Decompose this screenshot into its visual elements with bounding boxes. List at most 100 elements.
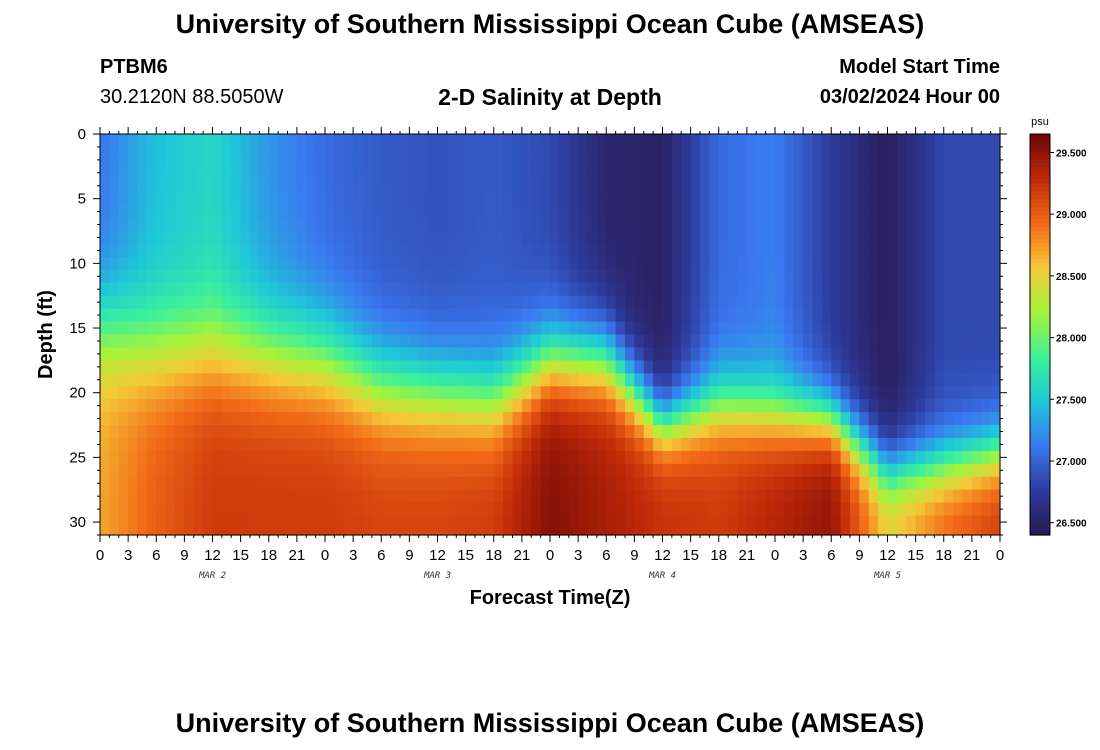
heatmap-cell bbox=[606, 140, 617, 155]
heatmap-cell bbox=[887, 412, 898, 426]
heatmap-cell bbox=[240, 256, 251, 271]
heatmap-cell bbox=[465, 425, 476, 439]
heatmap-cell bbox=[503, 373, 514, 387]
heatmap-cell bbox=[446, 308, 457, 323]
heatmap-cell bbox=[803, 243, 814, 258]
heatmap-cell bbox=[925, 386, 935, 400]
heatmap-cell bbox=[578, 166, 589, 180]
heatmap-cell bbox=[718, 243, 729, 258]
heatmap-cell bbox=[278, 218, 289, 232]
heatmap-cell bbox=[325, 218, 335, 232]
heatmap-cell bbox=[550, 166, 560, 180]
heatmap-cell bbox=[550, 347, 560, 361]
colorbar-segment bbox=[1030, 270, 1050, 275]
heatmap-cell bbox=[343, 205, 354, 219]
heatmap-cell bbox=[268, 502, 279, 517]
heatmap-cell bbox=[371, 412, 382, 426]
heatmap-cell bbox=[625, 243, 635, 258]
heatmap-cell bbox=[634, 412, 645, 426]
heatmap-cell bbox=[128, 489, 139, 504]
heatmap-cell bbox=[109, 192, 120, 206]
heatmap-cell bbox=[418, 166, 429, 180]
heatmap-cell bbox=[643, 347, 654, 361]
heatmap-cell bbox=[803, 218, 814, 232]
heatmap-cell bbox=[484, 308, 495, 323]
heatmap-cell bbox=[568, 166, 579, 180]
heatmap-cell bbox=[109, 218, 120, 232]
heatmap-cell bbox=[896, 308, 907, 323]
date-label: MAR 5 bbox=[873, 571, 901, 581]
heatmap-cell bbox=[606, 515, 617, 536]
heatmap-cell bbox=[643, 192, 654, 206]
heatmap-cell bbox=[362, 386, 373, 400]
heatmap-cell bbox=[634, 425, 645, 439]
heatmap-cell bbox=[981, 269, 992, 284]
colorbar-segment bbox=[1030, 134, 1050, 139]
heatmap-cell bbox=[728, 386, 739, 400]
heatmap-cell bbox=[118, 205, 129, 219]
heatmap-cell bbox=[625, 179, 635, 193]
heatmap-cell bbox=[990, 373, 1001, 387]
heatmap-cell bbox=[859, 282, 870, 297]
heatmap-cell bbox=[634, 502, 645, 517]
heatmap-cell bbox=[606, 282, 617, 297]
heatmap-cell bbox=[118, 373, 129, 387]
heatmap-cell bbox=[475, 360, 485, 374]
heatmap-cell bbox=[850, 502, 860, 517]
heatmap-cell bbox=[240, 347, 251, 361]
heatmap-cell bbox=[268, 373, 279, 387]
heatmap-cell bbox=[193, 437, 204, 452]
heatmap-cell bbox=[353, 282, 364, 297]
heatmap-cell bbox=[643, 269, 654, 284]
heatmap-cell bbox=[212, 425, 223, 439]
heatmap-cell bbox=[193, 321, 204, 336]
heatmap-cell bbox=[484, 334, 495, 349]
heatmap-cell bbox=[746, 476, 757, 491]
heatmap-cell bbox=[521, 205, 532, 219]
heatmap-cell bbox=[662, 269, 673, 284]
heatmap-cell bbox=[512, 360, 523, 374]
heatmap-cell bbox=[906, 502, 917, 517]
heatmap-cell bbox=[578, 450, 589, 465]
heatmap-cell bbox=[596, 373, 607, 387]
heatmap-cell bbox=[278, 502, 289, 517]
heatmap-cell bbox=[887, 256, 898, 271]
heatmap-cell bbox=[268, 218, 279, 232]
heatmap-cell bbox=[737, 334, 748, 349]
heatmap-cell bbox=[662, 476, 673, 491]
heatmap-cell bbox=[512, 321, 523, 336]
heatmap-cell bbox=[793, 399, 804, 413]
heatmap-cell bbox=[521, 231, 532, 245]
heatmap-cell bbox=[362, 515, 373, 536]
heatmap-cell bbox=[896, 437, 907, 452]
heatmap-cell bbox=[137, 192, 148, 206]
heatmap-cell bbox=[259, 140, 270, 155]
heatmap-cell bbox=[671, 243, 682, 258]
heatmap-cell bbox=[690, 134, 701, 142]
heatmap-cell bbox=[643, 515, 654, 536]
heatmap-cell bbox=[428, 373, 439, 387]
colorbar-segment bbox=[1030, 206, 1050, 211]
heatmap-cell bbox=[250, 373, 260, 387]
heatmap-cell bbox=[306, 321, 317, 336]
heatmap-cell bbox=[503, 450, 514, 465]
heatmap-cell bbox=[681, 321, 692, 336]
colorbar-segment bbox=[1030, 522, 1050, 528]
heatmap-cell bbox=[390, 347, 401, 361]
heatmap-cell bbox=[765, 450, 776, 465]
heatmap-cell bbox=[634, 231, 645, 245]
heatmap-cell bbox=[793, 205, 804, 219]
heatmap-cell bbox=[212, 308, 223, 323]
heatmap-cell bbox=[784, 476, 795, 491]
heatmap-cell bbox=[371, 321, 382, 336]
x-tick-label: 3 bbox=[799, 547, 807, 564]
heatmap-cell bbox=[981, 347, 992, 361]
heatmap-cell bbox=[418, 489, 429, 504]
heatmap-cell bbox=[306, 515, 317, 536]
heatmap-cell bbox=[962, 386, 973, 400]
heatmap-cell bbox=[203, 231, 214, 245]
heatmap-cell bbox=[531, 134, 542, 142]
heatmap-cell bbox=[671, 373, 682, 387]
heatmap-cell bbox=[193, 489, 204, 504]
heatmap-cell bbox=[606, 218, 617, 232]
